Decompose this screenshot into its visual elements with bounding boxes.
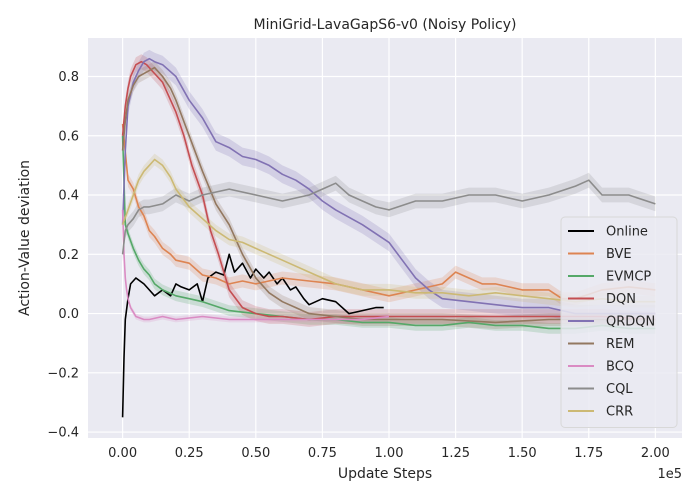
x-multiplier-label: 1e5 xyxy=(657,467,682,482)
legend-label: QRDQN xyxy=(606,315,655,330)
y-tick-label: −0.4 xyxy=(47,426,79,441)
series-line-cql xyxy=(121,179,656,255)
legend-label: EVMCP xyxy=(606,270,651,285)
x-tick-label: 0.75 xyxy=(308,446,337,461)
legend-label: BCQ xyxy=(606,360,634,375)
legend-label: CRR xyxy=(606,405,633,420)
legend: Online BVE EVMCP DQN QRDQN REM BCQ CQL CRR xyxy=(560,216,678,428)
x-tick-label: 1.50 xyxy=(508,446,537,461)
x-tick-label: 1.00 xyxy=(375,446,404,461)
legend-label: Online xyxy=(606,225,648,240)
y-axis-label: Action-Value deviation xyxy=(17,160,33,316)
x-tick-label: 2.00 xyxy=(641,446,670,461)
series-line-bcq xyxy=(121,209,390,321)
legend-label: CQL xyxy=(606,382,633,397)
legend-box xyxy=(560,216,678,428)
x-tick-label: 1.75 xyxy=(574,446,603,461)
series-line-crr xyxy=(121,158,656,303)
y-tick-labels: −0.4 −0.2 0.0 0.2 0.4 0.6 0.8 xyxy=(47,70,79,441)
y-tick-label: 0.8 xyxy=(58,70,79,85)
legend-label: BVE xyxy=(606,247,632,262)
x-tick-label: 0.25 xyxy=(175,446,204,461)
y-tick-label: 0.2 xyxy=(58,248,79,263)
x-tick-label: 0.50 xyxy=(241,446,270,461)
y-tick-label: 0.6 xyxy=(58,129,79,144)
legend-label: DQN xyxy=(606,292,636,307)
series-line-qrdqn xyxy=(121,57,656,315)
series-line-bve xyxy=(121,123,656,300)
series-line-online xyxy=(121,253,384,418)
series-lines xyxy=(121,57,656,418)
y-tick-label: 0.0 xyxy=(58,307,79,322)
x-axis-label: Update Steps xyxy=(338,466,432,482)
series-line-rem xyxy=(121,66,656,324)
chart-title: MiniGrid-LavaGapS6-v0 (Noisy Policy) xyxy=(254,17,517,33)
y-tick-label: 0.4 xyxy=(58,189,79,204)
x-tick-labels: 0.00 0.25 0.50 0.75 1.00 1.25 1.50 1.75 2.00 xyxy=(108,446,670,461)
y-tick-label: −0.2 xyxy=(47,366,79,381)
x-tick-label: 0.00 xyxy=(108,446,137,461)
legend-label: REM xyxy=(606,337,634,352)
x-tick-label: 1.25 xyxy=(441,446,470,461)
